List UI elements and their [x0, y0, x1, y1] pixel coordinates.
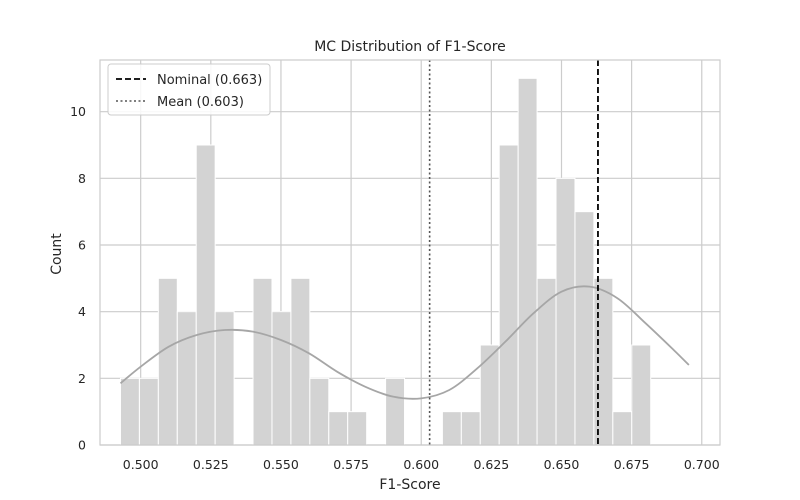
legend-label-mean: Mean (0.603)	[157, 95, 244, 110]
histogram-bar-9	[290, 277, 311, 446]
x-axis-label: F1-Score	[379, 477, 440, 493]
y-tick-label: 2	[78, 371, 86, 386]
y-tick-label: 10	[70, 104, 86, 119]
y-axis-label: Count	[49, 233, 65, 275]
histogram-bar-10	[309, 377, 330, 446]
histogram-bar-23	[555, 177, 576, 446]
plot-frame	[99, 59, 721, 446]
x-tick-label: 0.600	[403, 457, 439, 472]
kde-curve-group	[119, 285, 690, 400]
histogram-bar-26	[612, 411, 633, 446]
legend-label-nominal: Nominal (0.663)	[157, 73, 262, 88]
kde-curve	[119, 285, 690, 400]
x-tick-label: 0.525	[193, 457, 229, 472]
reference-lines	[428, 60, 599, 445]
histogram-bar-5	[214, 311, 235, 446]
histogram-bar-22	[536, 277, 557, 446]
chart-title: MC Distribution of F1-Score	[314, 39, 506, 55]
histogram-bar-25	[593, 277, 614, 446]
legend-box	[107, 63, 271, 116]
x-tick-label: 0.675	[614, 457, 650, 472]
histogram-bar-27	[631, 344, 652, 446]
histogram-bar-4	[195, 144, 216, 446]
histogram-bar-2	[157, 277, 178, 446]
histogram-bar-8	[271, 311, 292, 446]
histogram-bar-21	[517, 77, 538, 446]
y-tick-label: 4	[78, 304, 86, 319]
histogram-bar-1	[138, 377, 159, 446]
histogram-bar-18	[460, 411, 481, 446]
legend: Nominal (0.663) Mean (0.603)	[107, 63, 271, 116]
x-tick-label: 0.575	[333, 457, 369, 472]
histogram-bar-3	[176, 311, 197, 446]
histogram-bar-14	[385, 377, 406, 446]
histogram-bar-20	[498, 144, 519, 446]
x-tick-label: 0.550	[263, 457, 299, 472]
histogram-bar-0	[119, 377, 140, 446]
y-tick-labels: 0 2 4 6 8 10	[70, 104, 86, 452]
histogram-bar-19	[479, 344, 500, 446]
y-tick-label: 8	[78, 171, 86, 186]
x-tick-labels: 0.500 0.525 0.550 0.575 0.600 0.625 0.650 0.675…	[123, 457, 720, 472]
y-tick-label: 0	[78, 438, 86, 453]
histogram-bar-11	[328, 411, 349, 446]
histogram-bar-7	[252, 277, 273, 446]
x-tick-label: 0.625	[473, 457, 509, 472]
histogram-bar-24	[574, 211, 595, 446]
x-tick-label: 0.500	[123, 457, 159, 472]
x-tick-label: 0.700	[684, 457, 720, 472]
x-tick-label: 0.650	[544, 457, 580, 472]
histogram-bar-17	[441, 411, 462, 446]
histogram-bar-12	[347, 411, 368, 446]
y-tick-label: 6	[78, 238, 86, 253]
histogram-bars	[119, 77, 652, 446]
